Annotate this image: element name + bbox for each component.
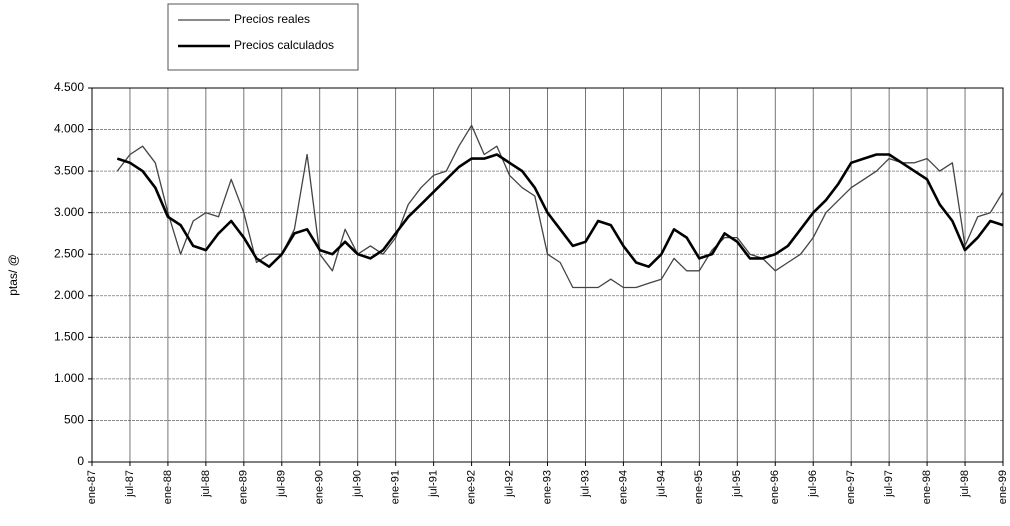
- x-tick-label: jul-90: [352, 470, 364, 498]
- y-tick-label: 4.000: [54, 122, 84, 136]
- x-tick-label: ene-87: [86, 470, 98, 504]
- series-line: [116, 153, 1004, 268]
- y-tick-label: 0: [77, 454, 84, 468]
- x-tick-label: jul-92: [503, 470, 515, 498]
- x-tick-label: ene-93: [541, 470, 553, 504]
- y-tick-label: 3.000: [54, 205, 84, 219]
- x-tick-label: ene-90: [314, 470, 326, 504]
- series-line: [116, 124, 1004, 289]
- x-tick-label: jul-94: [655, 470, 667, 498]
- legend-label: Precios calculados: [234, 38, 334, 52]
- y-tick-label: 1.500: [54, 330, 84, 344]
- x-tick-label: jul-91: [428, 470, 440, 498]
- x-tick-label: jul-93: [579, 470, 591, 498]
- y-tick-label: 1.000: [54, 371, 84, 385]
- x-tick-label: ene-88: [162, 470, 174, 504]
- y-tick-label: 2.500: [54, 246, 84, 260]
- plot-frame: [91, 87, 1004, 463]
- x-tick-label: ene-98: [921, 470, 933, 504]
- x-tick-label: jul-96: [807, 470, 819, 498]
- x-tick-label: jul-89: [276, 470, 288, 498]
- x-tick-label: jul-87: [124, 470, 136, 498]
- x-tick-label: ene-97: [845, 470, 857, 504]
- x-tick-label: jul-98: [959, 470, 971, 498]
- y-tick-label: 2.000: [54, 288, 84, 302]
- x-tick-label: ene-89: [238, 470, 250, 504]
- x-tick-label: jul-88: [200, 470, 212, 498]
- x-tick-label: ene-91: [390, 470, 402, 504]
- x-tick-label: ene-92: [465, 470, 477, 504]
- y-tick-label: 500: [64, 413, 84, 427]
- y-axis-label: ptas/ @: [6, 254, 20, 296]
- y-tick-label: 4.500: [54, 80, 84, 94]
- legend-label: Precios reales: [234, 12, 310, 26]
- x-tick-label: ene-96: [769, 470, 781, 504]
- y-tick-label: 3.500: [54, 163, 84, 177]
- x-tick-label: ene-95: [693, 470, 705, 504]
- legend-box: [167, 3, 359, 71]
- x-tick-label: jul-97: [883, 470, 895, 498]
- x-tick-label: ene-99: [997, 470, 1009, 504]
- x-tick-label: ene-94: [617, 470, 629, 504]
- x-tick-label: jul-95: [731, 470, 743, 498]
